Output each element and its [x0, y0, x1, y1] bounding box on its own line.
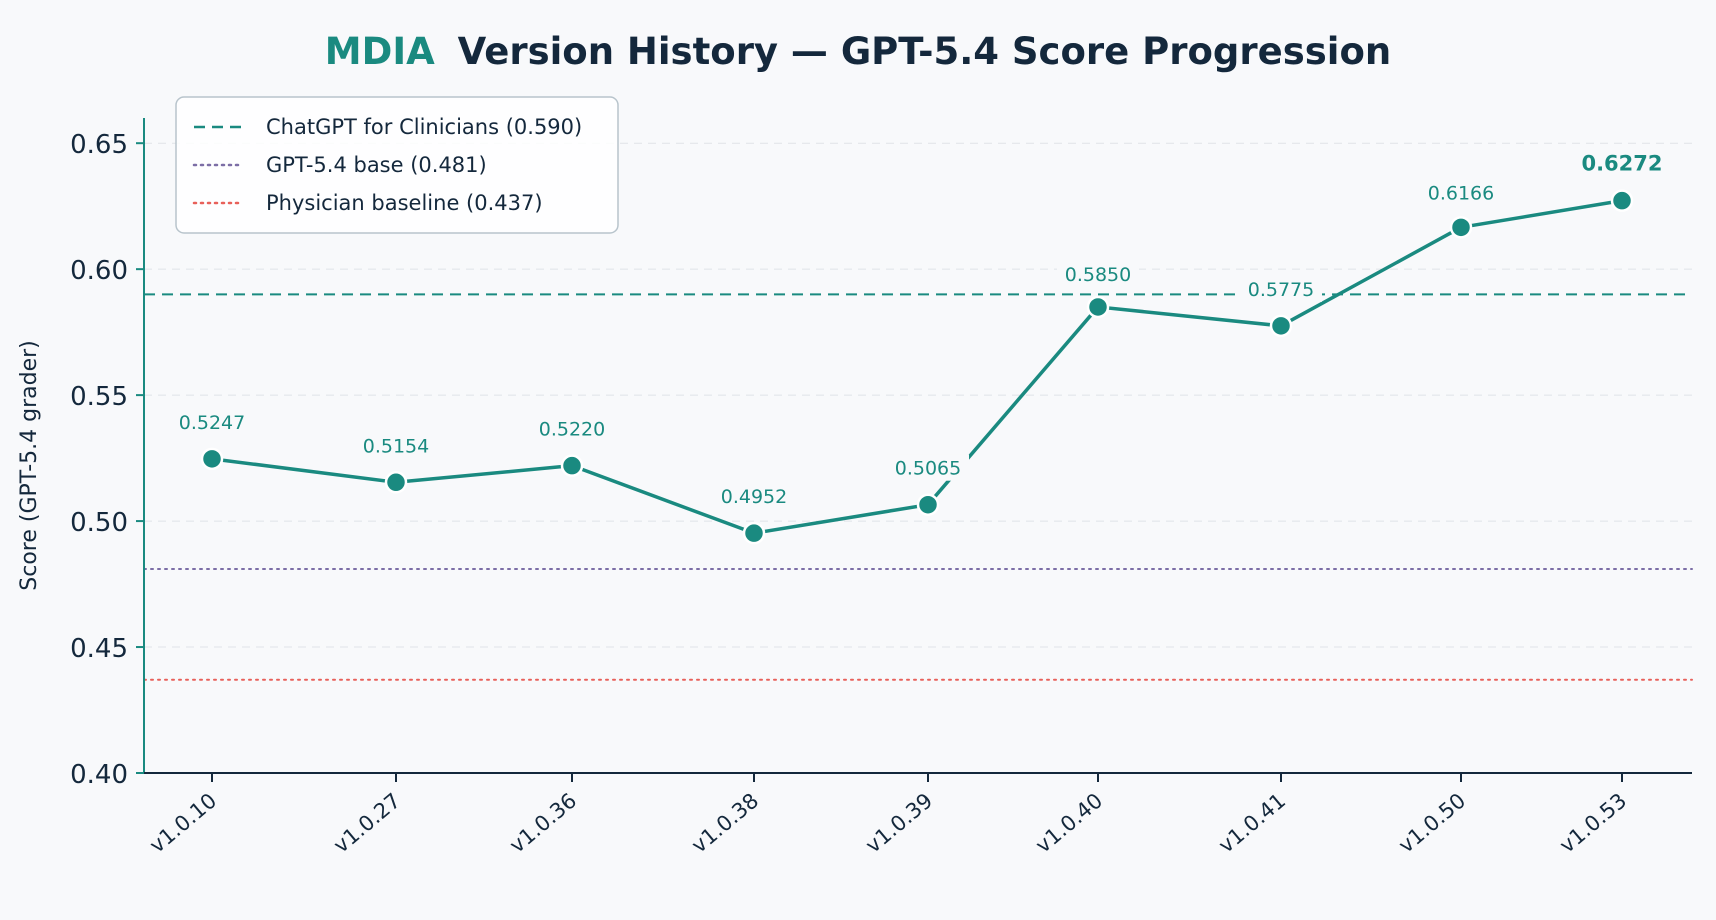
data-label: 0.5775 [1240, 275, 1322, 302]
y-tick-label: 0.55 [70, 382, 128, 412]
data-label-bg [355, 432, 437, 459]
data-point [1610, 189, 1634, 212]
legend-label: ChatGPT for Clinicians (0.590) [266, 115, 582, 139]
legend-item: Physician baseline (0.437) [192, 191, 543, 215]
chart-title-rest: Version History — GPT-5.4 Score Progress… [458, 30, 1392, 73]
data-point [916, 493, 940, 516]
data-point [1449, 216, 1473, 239]
data-label-text: 0.4952 [721, 486, 787, 508]
data-label: 0.5247 [171, 408, 253, 435]
data-series [200, 189, 1634, 545]
data-label-text: 0.5247 [179, 412, 245, 434]
legend-label: GPT-5.4 base (0.481) [266, 153, 487, 177]
data-label-text: 0.5065 [895, 458, 961, 480]
data-label: 0.6272 [1581, 150, 1663, 177]
data-label: 0.5065 [887, 454, 969, 481]
data-point [742, 521, 766, 545]
data-label-bg [887, 454, 969, 481]
data-point [1269, 314, 1293, 338]
data-point [1086, 295, 1110, 319]
data-label: 0.4952 [713, 483, 795, 510]
reference-lines [143, 293, 1693, 681]
legend-box [175, 96, 619, 234]
data-label-text: 0.5154 [363, 435, 429, 457]
data-label-bg [531, 415, 613, 442]
data-label-bg [1240, 275, 1322, 302]
y-tick-label: 0.60 [70, 256, 128, 286]
data-label: 0.5220 [531, 415, 613, 442]
data-point [200, 447, 224, 471]
data-label-text: 0.5850 [1065, 264, 1131, 286]
data-label: 0.5850 [1057, 260, 1139, 287]
legend: ChatGPT for Clinicians (0.590) GPT-5.4 ba… [175, 96, 619, 234]
legend-item: GPT-5.4 base (0.481) [192, 153, 487, 177]
grid-lines [144, 142, 1692, 648]
chart-title: MDIA Version History — GPT-5.4 Score Pro… [325, 30, 1391, 73]
data-label: 0.6166 [1420, 179, 1502, 206]
y-tick-label: 0.40 [70, 760, 128, 790]
data-point [560, 454, 584, 477]
y-tick-label: 0.50 [70, 508, 128, 538]
data-label: 0.5154 [355, 432, 437, 459]
data-label-text: 0.6272 [1581, 152, 1662, 176]
data-labels: 0.5247 0.5154 0.5220 0.4952 0.5065 0.5850 0.57… [171, 150, 1663, 510]
data-label-text: 0.5220 [539, 419, 605, 441]
data-label-bg [713, 483, 795, 510]
legend-item: ChatGPT for Clinicians (0.590) [194, 115, 582, 139]
y-tick-label: 0.45 [70, 634, 128, 664]
data-label-bg [171, 408, 253, 435]
data-label-bg [1581, 150, 1663, 177]
legend-label: Physician baseline (0.437) [266, 191, 543, 215]
data-label-text: 0.6166 [1428, 182, 1494, 204]
y-axis-label: Score (GPT-5.4 grader) [17, 340, 42, 590]
data-label-text: 0.5775 [1248, 279, 1314, 301]
chart-title-accent: MDIA [325, 30, 435, 73]
y-tick-label: 0.65 [70, 130, 128, 160]
data-label-bg [1420, 179, 1502, 206]
data-label-bg [1057, 260, 1139, 287]
data-point [384, 471, 408, 494]
